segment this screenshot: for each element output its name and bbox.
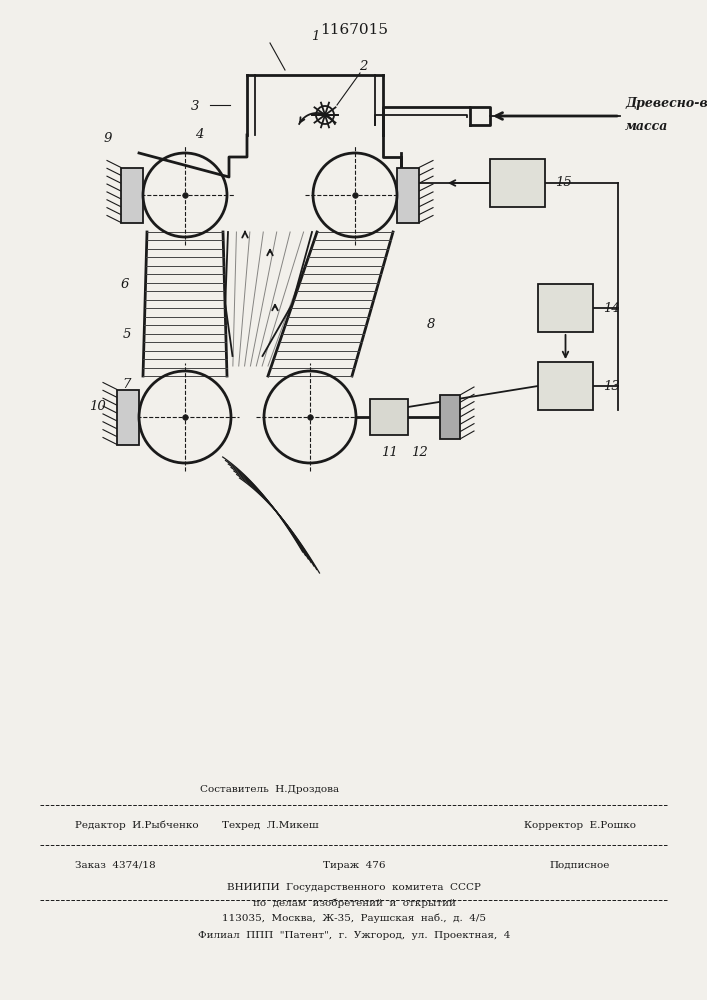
Bar [440,395,460,439]
Text: Подписное: Подписное [550,860,610,869]
Bar [538,284,593,332]
Text: 3: 3 [191,101,199,113]
Bar [121,167,143,223]
Text: 7: 7 [123,377,132,390]
Text: 1: 1 [311,30,319,43]
Bar [538,362,593,410]
Text: Составитель  Н.Дроздова: Составитель Н.Дроздова [201,786,339,794]
Text: по  делам  изобретений  и  открытий: по делам изобретений и открытий [252,898,455,908]
Text: 15: 15 [554,176,571,190]
Bar [490,159,545,207]
Text: Корректор  Е.Рошко: Корректор Е.Рошко [524,820,636,830]
Bar [117,389,139,444]
Text: Техред  Л.Микеш: Техред Л.Микеш [222,820,318,830]
Text: масса: масса [625,119,668,132]
Text: 6: 6 [121,277,129,290]
Bar [370,399,408,435]
Text: Древесно-волокнистая: Древесно-волокнистая [625,98,707,110]
Text: 12: 12 [411,446,427,460]
Bar [397,167,419,223]
Text: 4: 4 [195,128,203,141]
Text: Заказ  4374/18: Заказ 4374/18 [75,860,156,869]
Text: 9: 9 [104,131,112,144]
Text: 2: 2 [359,60,367,74]
Text: 10: 10 [88,400,105,414]
Text: 8: 8 [427,318,436,330]
Text: 1167015: 1167015 [320,23,388,37]
Text: 13: 13 [602,379,619,392]
Text: 11: 11 [380,446,397,460]
Text: Филиал  ППП  "Патент",  г.  Ужгород,  ул.  Проектная,  4: Филиал ППП "Патент", г. Ужгород, ул. Про… [198,930,510,940]
Text: 5: 5 [123,328,132,340]
Text: Тираж  476: Тираж 476 [323,860,385,869]
Text: Редактор  И.Рыбченко: Редактор И.Рыбченко [75,820,199,830]
Text: ВНИИПИ  Государственного  комитета  СССР: ВНИИПИ Государственного комитета СССР [227,884,481,892]
Text: 14: 14 [602,302,619,314]
Text: 113035,  Москва,  Ж-35,  Раушская  наб.,  д.  4/5: 113035, Москва, Ж-35, Раушская наб., д. … [222,913,486,923]
